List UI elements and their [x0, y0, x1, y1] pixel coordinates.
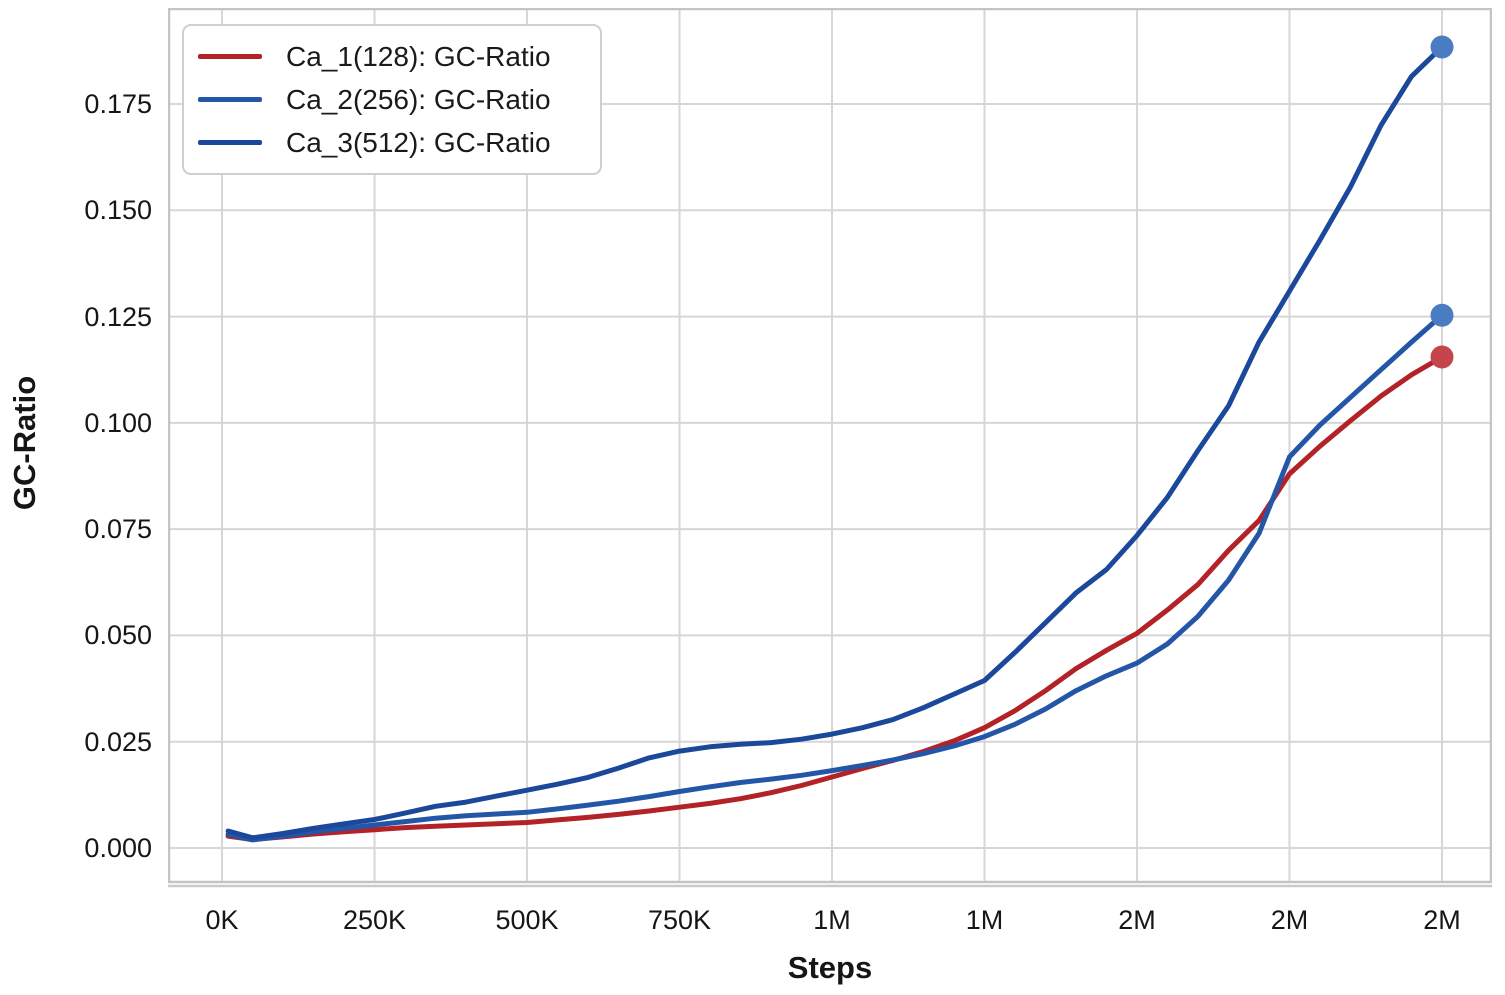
y-tick-label: 0.075 — [84, 514, 152, 545]
x-tick-label: 500K — [495, 905, 559, 935]
y-axis-label: GC-Ratio — [7, 375, 42, 511]
series-line-ca-3-512- — [225, 44, 1445, 841]
end-marker-ca-1-128- — [1430, 345, 1454, 369]
x-tick-label: 2M — [1423, 905, 1461, 935]
y-tick-label: 0.175 — [84, 89, 152, 119]
plot-border — [168, 8, 1492, 884]
legend: Ca_1(128): GC-Ratio Ca_2(256): GC-Ratio … — [182, 24, 602, 175]
legend-swatch-ca-3 — [198, 140, 262, 145]
legend-item-ca-2: Ca_2(256): GC-Ratio — [184, 78, 600, 121]
y-tick-label: 0.050 — [84, 620, 152, 651]
x-tick-label: 1M — [965, 905, 1004, 935]
series-line-ca-1-128- — [225, 354, 1445, 842]
legend-label-ca-3: Ca_3(512): GC-Ratio — [286, 126, 551, 158]
x-tick-label: 250K — [342, 905, 407, 935]
x-tick-label: 750K — [647, 905, 712, 935]
y-tick-label: 0.100 — [84, 407, 152, 438]
legend-item-ca-3: Ca_3(512): GC-Ratio — [184, 121, 600, 164]
legend-label-ca-2: Ca_2(256): GC-Ratio — [286, 83, 551, 115]
x-tick-label: 1M — [813, 905, 851, 935]
legend-swatch-ca-2 — [198, 97, 262, 102]
x-tick-label: 0K — [205, 905, 239, 935]
legend-label-ca-1: Ca_1(128): GC-Ratio — [286, 40, 551, 72]
end-marker-ca-2-256- — [1430, 303, 1454, 327]
end-marker-ca-3-512- — [1430, 35, 1454, 59]
plot-area — [168, 8, 1492, 888]
x-tick-label: 2M — [1118, 905, 1156, 935]
legend-swatch-ca-1 — [198, 54, 262, 59]
y-tick-label: 0.025 — [84, 726, 152, 757]
x-tick-label: 2M — [1270, 905, 1309, 935]
x-axis-label: Steps — [787, 950, 873, 985]
legend-item-ca-1: Ca_1(128): GC-Ratio — [184, 35, 600, 78]
y-tick-label: 0.150 — [84, 195, 152, 226]
series-line-ca-2-256- — [225, 312, 1445, 843]
y-tick-label: 0.000 — [84, 833, 152, 863]
y-tick-label: 0.125 — [84, 301, 152, 332]
